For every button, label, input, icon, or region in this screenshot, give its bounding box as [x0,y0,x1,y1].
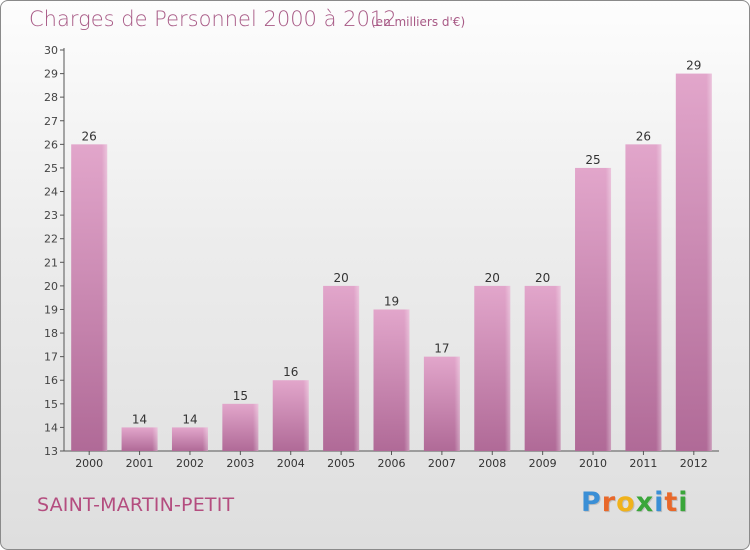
y-tick-label: 24 [44,186,58,199]
x-tick-labels: 2000 2001 2002 2003 2004 2005 2006 2007 2008 2009… [75,451,708,470]
city-name: SAINT-MARTIN-PETIT [37,494,235,516]
data-label-2008: 20 [485,271,500,285]
y-tick-label: 26 [44,138,58,151]
logo-letter: o [616,487,636,518]
data-label-2002: 14 [182,412,197,426]
bar-shine-2011 [625,144,662,451]
y-tick-labels: 13 14 15 16 17 18 19 20 21 22 23 24 25 26 27 28 29 30 [44,44,64,458]
y-tick-label: 28 [44,91,58,104]
bar-shine-2007 [423,356,460,451]
bar-shine-2004 [272,380,309,451]
data-label-2009: 20 [535,271,550,285]
y-tick-label: 16 [44,374,58,387]
data-label-2001: 14 [132,412,147,426]
proxiti-logo: Proxiti [581,487,689,518]
x-tick-label-2005: 2005 [327,457,355,470]
logo-letter: i [678,487,689,518]
x-tick-label-2012: 2012 [680,457,708,470]
y-tick-label: 25 [44,162,58,175]
bar-shine-2000 [71,144,108,451]
y-tick-label: 20 [44,280,58,293]
x-tick-label-2010: 2010 [579,457,607,470]
bar-shine-2008 [474,285,511,451]
y-tick-label: 19 [44,303,58,316]
y-tick-label: 14 [44,421,58,434]
y-tick-label: 30 [44,44,58,57]
x-tick-label-2003: 2003 [226,457,254,470]
chart-title: Charges de Personnel 2000 à 2012 [29,7,397,31]
x-tick-label-2009: 2009 [529,457,557,470]
data-label-2005: 20 [333,271,348,285]
data-label-2004: 16 [283,365,298,379]
x-tick-label-2002: 2002 [176,457,204,470]
data-label-2012: 29 [686,59,701,73]
logo-letter: t [664,487,679,518]
chart-subtitle: (en milliers d'€) [371,15,466,29]
y-tick-label: 15 [44,398,58,411]
y-tick-label: 21 [44,256,58,269]
y-tick-label: 18 [44,327,58,340]
bar-shine-2010 [575,167,612,452]
bar-shine-2003 [222,403,259,451]
logo-letter: i [654,487,665,518]
x-tick-label-2008: 2008 [478,457,506,470]
data-label-2010: 25 [585,153,600,167]
y-tick-label: 27 [44,115,58,128]
x-tick-label-2000: 2000 [75,457,103,470]
x-tick-label-2011: 2011 [629,457,657,470]
bar-shine-2005 [323,285,360,451]
logo-letter: P [581,487,602,518]
y-tick-label: 29 [44,68,58,81]
bar-shine-2009 [524,285,561,451]
data-label-2011: 26 [636,129,651,143]
bar-shine-2012 [675,73,712,452]
data-label-2007: 17 [434,342,449,356]
x-tick-label-2004: 2004 [277,457,305,470]
y-tick-label: 13 [44,445,58,458]
bar-shine-2001 [121,427,158,451]
bar-shine-2006 [373,309,410,451]
y-tick-label: 17 [44,351,58,364]
x-tick-label-2001: 2001 [126,457,154,470]
data-labels: 26 14 14 15 16 20 19 17 20 20 25 26 29 [82,59,702,427]
bar-shine-2002 [171,427,208,451]
bars [71,73,712,452]
data-label-2000: 26 [82,129,97,143]
x-tick-label-2006: 2006 [378,457,406,470]
x-tick-label-2007: 2007 [428,457,456,470]
y-tick-label: 22 [44,233,58,246]
logo-letter: x [635,487,655,518]
data-label-2006: 19 [384,294,399,308]
logo-letter: r [601,487,617,518]
y-tick-label: 23 [44,209,58,222]
data-label-2003: 15 [233,389,248,403]
